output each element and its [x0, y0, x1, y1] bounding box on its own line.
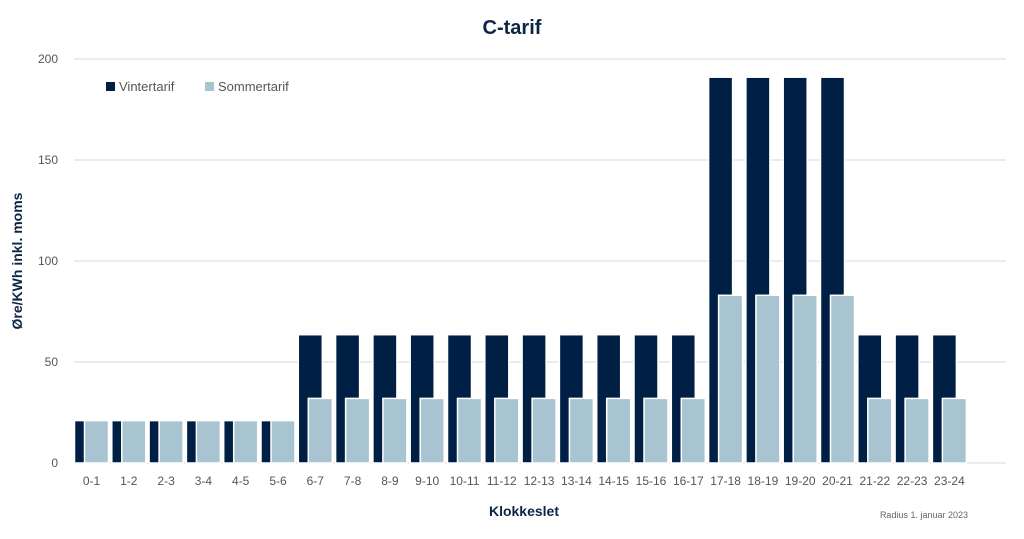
bar-sommertarif-7-8 — [344, 397, 371, 464]
x-tick-label: 2-3 — [157, 474, 175, 488]
x-tick-label: 23-24 — [934, 474, 965, 488]
x-tick-label: 18-19 — [748, 474, 779, 488]
x-axis-ticks: 0-1 1-2 2-3 3-4 4-5 5-6 6-7 7-8 8-9 9-10 10-11 11-1… — [83, 474, 965, 488]
x-axis-title: Klokkeslet — [489, 503, 559, 519]
x-tick-label: 11-12 — [487, 474, 517, 488]
x-tick-label: 0-1 — [83, 474, 101, 488]
bar-sommertarif-12-13 — [531, 397, 557, 464]
x-tick-label: 21-22 — [859, 474, 890, 488]
y-tick-label: 50 — [45, 355, 59, 369]
x-tick-label: 14-15 — [598, 474, 629, 488]
x-tick-label: 10-11 — [450, 474, 480, 488]
bar-sommertarif-4-5 — [232, 419, 259, 464]
legend-swatch-sommertarif — [205, 82, 214, 91]
x-tick-label: 19-20 — [785, 474, 816, 488]
bar-sommertarif-16-17 — [680, 397, 707, 464]
x-tick-label: 8-9 — [381, 474, 399, 488]
y-tick-label: 150 — [38, 153, 58, 167]
bar-sommertarif-8-9 — [382, 397, 408, 464]
bar-sommertarif-11-12 — [494, 397, 520, 464]
bars — [73, 76, 968, 464]
bar-sommertarif-9-10 — [419, 397, 445, 464]
y-tick-label: 100 — [38, 254, 58, 268]
x-tick-label: 16-17 — [673, 474, 704, 488]
bar-sommertarif-0-1 — [83, 419, 110, 464]
y-tick-label: 200 — [38, 52, 58, 66]
x-tick-label: 13-14 — [561, 474, 592, 488]
y-axis-ticks: 0 50 100 150 200 — [38, 52, 58, 470]
bar-sommertarif-21-22 — [867, 397, 893, 464]
bar-sommertarif-6-7 — [307, 397, 334, 464]
bar-sommertarif-20-21 — [829, 294, 856, 464]
legend-label-sommertarif: Sommertarif — [218, 79, 289, 94]
bar-sommertarif-5-6 — [270, 419, 296, 464]
x-tick-label: 1-2 — [120, 474, 138, 488]
x-tick-label: 7-8 — [344, 474, 362, 488]
bar-sommertarif-17-18 — [717, 294, 744, 464]
x-tick-label: 9-10 — [415, 474, 439, 488]
bar-sommertarif-19-20 — [792, 294, 818, 464]
x-tick-label: 17-18 — [710, 474, 741, 488]
bar-sommertarif-14-15 — [605, 397, 632, 464]
x-tick-label: 15-16 — [636, 474, 667, 488]
x-tick-label: 4-5 — [232, 474, 250, 488]
bar-sommertarif-10-11 — [456, 397, 483, 464]
bar-sommertarif-2-3 — [158, 419, 184, 464]
bar-sommertarif-18-19 — [755, 294, 781, 464]
bar-sommertarif-13-14 — [568, 397, 595, 464]
x-tick-label: 12-13 — [524, 474, 555, 488]
bar-sommertarif-23-24 — [941, 397, 968, 464]
x-tick-label: 5-6 — [269, 474, 287, 488]
chart-title: C-tarif — [483, 17, 542, 39]
x-tick-label: 6-7 — [307, 474, 325, 488]
legend: Vintertarif Sommertarif — [106, 79, 289, 94]
legend-swatch-vintertarif — [106, 82, 115, 91]
y-tick-label: 0 — [51, 456, 58, 470]
x-tick-label: 3-4 — [195, 474, 213, 488]
x-tick-label: 20-21 — [822, 474, 853, 488]
source-note: Radius 1. januar 2023 — [880, 510, 968, 520]
bar-sommertarif-1-2 — [121, 419, 147, 464]
legend-label-vintertarif: Vintertarif — [119, 79, 175, 94]
bar-sommertarif-3-4 — [195, 419, 222, 464]
x-tick-label: 22-23 — [897, 474, 928, 488]
bar-sommertarif-15-16 — [643, 397, 669, 464]
bar-sommertarif-22-23 — [904, 397, 930, 464]
y-axis-title: Øre/KWh inkl. moms — [9, 192, 25, 329]
